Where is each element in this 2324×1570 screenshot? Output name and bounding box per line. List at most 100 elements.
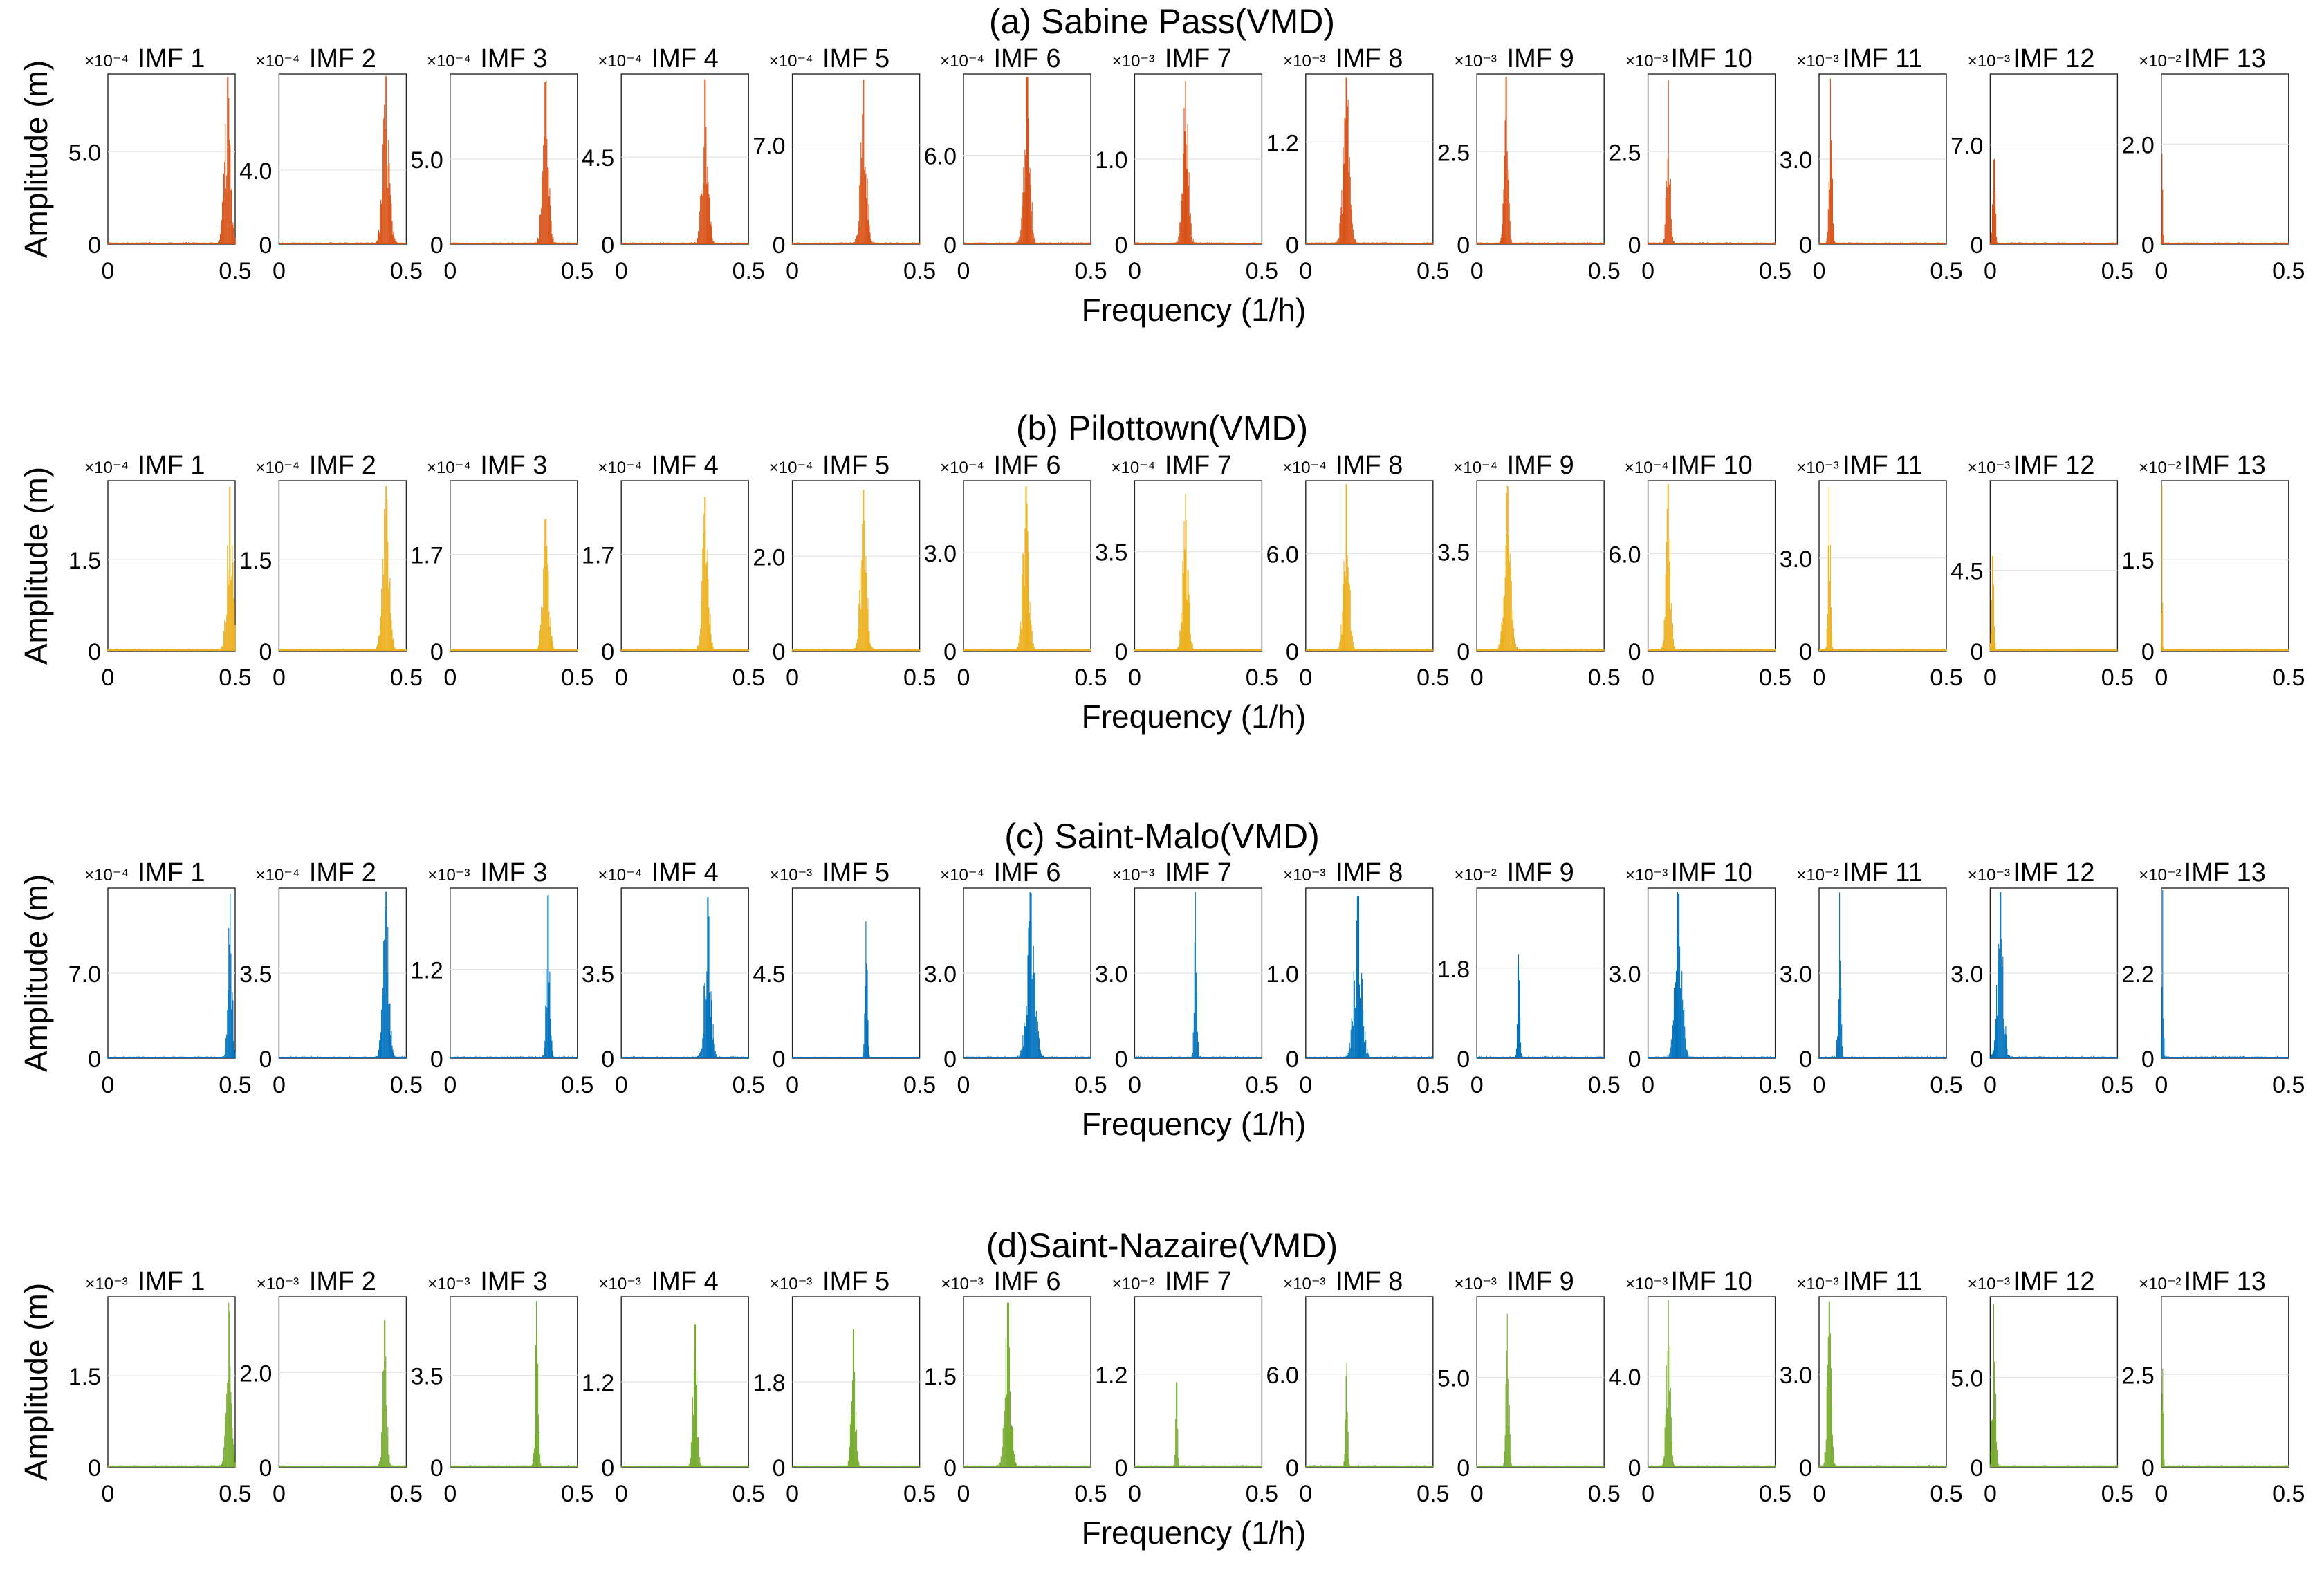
x-tick-label-start: 0 [615,1072,628,1098]
panel-title: IMF 12 [2013,44,2094,73]
y-exponent-label: ×10⁻² [1455,866,1497,885]
y-exponent-label: ×10⁻³ [1455,52,1497,71]
spectrum-series [1819,486,1947,651]
x-tick-label-end: 0.5 [1930,258,1962,284]
x-tick-label-end: 0.5 [561,1072,593,1098]
panel-imf-5: IMF 5 ×10⁻⁴ 0 7.0 0 0.5 [753,44,936,284]
y-tick-label-zero: 0 [773,1046,786,1073]
x-tick-label-start: 0 [1128,258,1141,284]
chart-row-1: (a) Sabine Pass(VMD)IMF 1×10⁻⁴05.00 0.5IM… [18,2,2305,328]
y-exponent-label: ×10⁻⁴ [769,52,813,71]
y-tick-label-zero: 0 [1286,1046,1299,1073]
y-tick-label-zero: 0 [1628,1046,1641,1073]
x-tick-label-end: 0.5 [2101,258,2134,284]
panel-imf-7: IMF 7 ×10⁻³ 0 1.0 0 0.5 [1095,44,1278,284]
x-tick-label-end: 0.5 [219,665,251,691]
x-tick-label-end: 0.5 [390,1072,423,1098]
y-exponent-label: ×10⁻⁴ [1112,459,1156,477]
panel-title: IMF 3 [480,451,547,480]
spectrum-series [1477,485,1605,651]
panel-imf-11: IMF 11 ×10⁻² 0 3.0 0 0.5 [1780,858,1963,1098]
panel-title: IMF 11 [1843,451,1922,480]
spectrum-series [792,490,921,651]
panel-title: IMF 1 [138,451,205,480]
spectrum-series [1989,158,2118,244]
y-tick-label: 4.0 [239,158,272,185]
spectrum-series [279,75,407,244]
x-tick-label-start: 0 [1813,665,1826,691]
y-exponent-label: ×10⁻³ [1625,52,1668,71]
x-tick-label-end: 0.5 [903,258,936,284]
spectrum-series [108,77,236,244]
panel-imf-10: IMF 10×10⁻⁴ 0 6.0 0 0.5 [1608,451,1791,691]
x-tick-label-start: 0 [957,258,970,284]
y-exponent-label: ×10⁻² [1796,866,1838,885]
y-tick-label-zero: 0 [1799,1046,1812,1073]
y-exponent-label: ×10⁻³ [1968,459,2010,477]
y-tick-label-zero: 0 [2141,1046,2155,1073]
panel-title: IMF 1 [138,44,205,73]
panel-title: IMF 5 [822,858,889,887]
x-tick-label-start: 0 [1470,1072,1484,1098]
y-exponent-label: ×10⁻³ [85,1275,127,1293]
spectrum-series [1134,494,1262,651]
spectrum-series [1648,80,1776,244]
x-tick-label-start: 0 [443,1072,456,1098]
axes-box [1476,480,1605,652]
y-tick-label: 7.0 [1950,133,1983,160]
y-exponent-label: ×10⁻⁴ [940,866,984,885]
x-tick-label-end: 0.5 [1588,665,1621,691]
x-axis-label: Frequency (1/h) [1082,699,1307,735]
x-tick-label-start: 0 [1984,258,1997,284]
y-exponent-label: ×10⁻² [2139,866,2181,885]
panel-imf-8: IMF 8 ×10⁻³ 0 1.0 0 0.5 [1266,858,1450,1098]
x-tick-label-end: 0.5 [1246,1072,1278,1098]
y-tick-label: 2.2 [2122,961,2155,988]
x-tick-label-end: 0.5 [219,1072,251,1098]
x-tick-label-end: 0.5 [1930,665,1962,691]
panel-title: IMF 4 [652,44,719,73]
panel-title: IMF 6 [993,44,1060,73]
x-tick-label-start: 0 [1128,665,1141,691]
panel-imf-11: IMF 11 ×10⁻³ 0 3.0 0 0.5 [1780,44,1963,284]
y-exponent-label: ×10⁻⁴ [84,52,129,71]
panel-title: IMF 7 [1165,44,1232,73]
y-tick-label: 7.0 [753,133,785,160]
x-tick-label-start: 0 [273,1072,286,1098]
x-tick-label-start: 0 [1299,665,1312,691]
x-tick-label-start: 0 [1813,258,1826,284]
panel-imf-12: IMF 12×10⁻³ 0 4.5 0 0.5 [1950,451,2134,691]
panel-imf-9: IMF 9 ×10⁻² 0 1.8 0 0.5 [1437,858,1621,1098]
panel-title: IMF 5 [822,451,889,480]
panel-title: IMF 13 [2184,44,2266,73]
panel-imf-9: IMF 9 ×10⁻⁴ 0 3.5 0 0.5 [1437,451,1621,691]
y-tick-label: 2.0 [2122,132,2155,158]
y-exponent-label: ×10⁻⁴ [940,52,984,71]
panel-imf-6: IMF 6 ×10⁻⁴ 0 3.0 0 0.5 [924,451,1107,691]
panel-title: IMF 8 [1336,858,1403,887]
y-tick-label-zero: 0 [773,232,786,259]
axes-box [1476,887,1605,1059]
axes-box [450,480,578,652]
y-tick-label-zero: 0 [1114,1046,1127,1073]
x-tick-label-start: 0 [1984,1072,1997,1098]
y-exponent-label: ×10⁻⁴ [940,459,984,477]
axes-box [791,480,921,652]
y-tick-label-zero: 0 [1114,232,1127,259]
x-tick-label-end: 0.5 [390,258,423,284]
spectrum-series [963,485,1091,651]
x-tick-label-end: 0.5 [1074,665,1107,691]
y-tick-label: 3.0 [1950,961,1983,988]
x-tick-label-end: 0.5 [2101,1072,2134,1098]
axes-box [107,1296,236,1468]
x-tick-label-start: 0 [1470,258,1484,284]
spectrum-series [1305,483,1433,651]
x-tick-label-start: 0 [102,1072,115,1098]
panel-title: IMF 6 [993,858,1060,887]
axes-box [450,887,578,1059]
y-exponent-label: ×10⁻³ [1968,866,2010,885]
x-tick-label-end: 0.5 [2272,665,2305,691]
y-tick-label-zero: 0 [601,639,614,665]
y-tick-label: 1.5 [68,548,101,574]
panel-title: IMF 3 [480,44,547,73]
